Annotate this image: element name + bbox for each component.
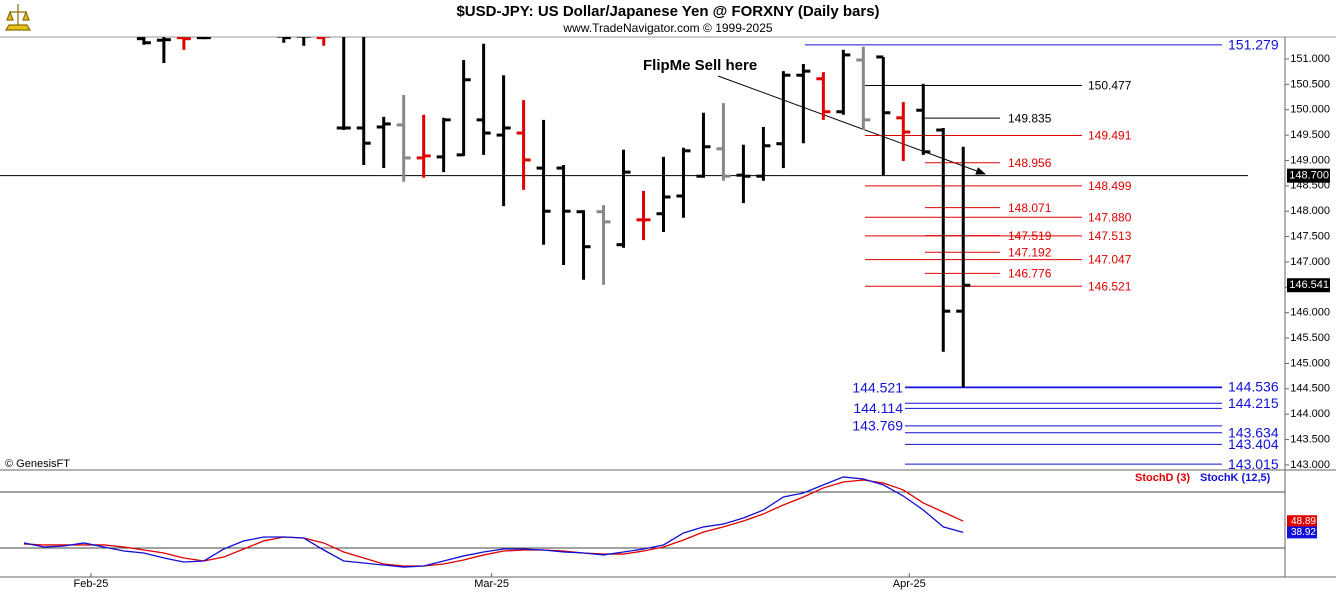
y-tick-label: 147.000 (1290, 256, 1330, 268)
level-label: 150.477 (1088, 79, 1132, 93)
y-tick-label: 146.000 (1290, 307, 1330, 319)
annotation: FlipMe Sell here (643, 57, 757, 74)
last-value-label: 38.92 (1291, 527, 1316, 538)
level-label: 144.536 (1228, 379, 1279, 395)
level-label: 143.634 (1228, 424, 1279, 440)
price-box (1287, 168, 1330, 183)
last-value-label: 48.89 (1291, 516, 1316, 527)
y-tick-label: 149.000 (1290, 154, 1330, 166)
y-tick-label: 144.000 (1290, 408, 1330, 420)
level-label: 147.513 (1088, 229, 1132, 243)
stoch-plot (0, 476, 1285, 568)
y-tick-label: 143.000 (1290, 459, 1330, 471)
level-label: 148.071 (1008, 201, 1052, 215)
level-label: 143.404 (1228, 436, 1279, 452)
x-tick-label: Apr-25 (893, 578, 926, 590)
stoch-line (23, 476, 964, 568)
y-tick-label: 145.500 (1290, 332, 1330, 344)
last-price-label: 146.541 (1289, 279, 1329, 291)
level-label: 148.499 (1088, 179, 1132, 193)
x-tick-label: Mar-25 (474, 578, 509, 590)
level-label: 144.215 (1228, 395, 1279, 411)
level-label: 143.015 (1228, 456, 1279, 472)
y-tick-label: 148.000 (1290, 205, 1330, 217)
current-price-label: 148.700 (1289, 170, 1329, 182)
value-box (1287, 526, 1317, 539)
y-tick-label: 149.500 (1290, 129, 1330, 141)
level-label: 146.521 (1088, 279, 1132, 293)
chart-title: $USD-JPY: US Dollar/Japanese Yen @ FORXN… (456, 3, 879, 20)
y-tick-label: 151.000 (1290, 53, 1330, 65)
level-label: 147.519 (1008, 229, 1052, 243)
annotation-arrow (717, 75, 986, 175)
level-label: 144.521 (852, 379, 903, 395)
legend-entry: StochK (12,5) (1200, 472, 1271, 484)
legend-entry: StochD (3) (1135, 472, 1190, 484)
overlay: 143.000 143.500 144.000 144.500 145.000 145.5… (73, 37, 1330, 590)
level-label: 146.776 (1008, 266, 1052, 280)
y-tick-label: 144.500 (1290, 383, 1330, 395)
watermark: © GenesisFT (5, 458, 70, 470)
level-label: 149.835 (1008, 111, 1052, 125)
level-label: 147.192 (1008, 245, 1052, 259)
level-label: 144.114 (853, 400, 903, 416)
level-label: 147.047 (1088, 253, 1132, 267)
level-label: 143.769 (852, 418, 903, 434)
y-tick-label: 150.500 (1290, 78, 1330, 90)
stoch-line (23, 479, 964, 567)
chart-subtitle: www.TradeNavigator.com © 1999-2025 (562, 21, 772, 35)
price-plot (0, 37, 1248, 465)
x-tick-label: Feb-25 (73, 578, 108, 590)
y-tick-label: 145.000 (1290, 357, 1330, 369)
price-box (1287, 278, 1330, 293)
y-tick-label: 147.500 (1290, 230, 1330, 242)
logo (4, 4, 32, 31)
level-label: 148.956 (1008, 156, 1052, 170)
level-label: 147.880 (1088, 210, 1132, 224)
y-tick-label: 148.500 (1290, 180, 1330, 192)
level-label: 151.279 (1228, 37, 1279, 53)
level-label: 149.491 (1088, 129, 1132, 143)
y-tick-label: 150.000 (1290, 104, 1330, 116)
y-tick-label: 143.500 (1290, 433, 1330, 445)
value-box (1287, 515, 1317, 528)
